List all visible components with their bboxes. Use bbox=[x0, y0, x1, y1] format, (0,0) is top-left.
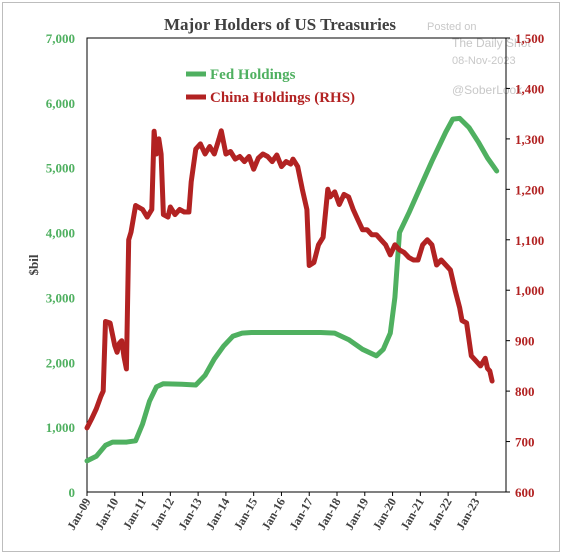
y-left-tick-label: 6,000 bbox=[46, 96, 75, 111]
china-holdings-line bbox=[84, 128, 495, 431]
watermark-date: 08-Nov-2023 bbox=[452, 55, 516, 67]
y-left-tick-label: 4,000 bbox=[46, 226, 75, 241]
x-tick-label: Jan-20 bbox=[370, 496, 399, 533]
y-axis-label: $bil bbox=[26, 254, 41, 275]
x-tick-label: Jan-13 bbox=[175, 496, 204, 533]
x-tick-label: Jan-18 bbox=[314, 496, 343, 533]
plot-area bbox=[86, 37, 507, 493]
y-right-tick-label: 800 bbox=[515, 384, 535, 399]
y-right-tick-label: 700 bbox=[515, 435, 535, 450]
x-tick-label: Jan-10 bbox=[92, 496, 121, 533]
watermark-posted-on: Posted on bbox=[427, 21, 477, 33]
x-tick-label: Jan-19 bbox=[342, 496, 371, 533]
x-tick-label: Jan-12 bbox=[147, 496, 176, 533]
y-right-tick-label: 900 bbox=[515, 334, 535, 349]
y-right-tick-label: 1,100 bbox=[515, 233, 544, 248]
watermark-handle: @SoberLook bbox=[452, 83, 523, 97]
x-tick-label: Jan-17 bbox=[286, 496, 315, 533]
x-tick-label: Jan-11 bbox=[120, 496, 149, 532]
watermark-brand: The Daily Shot bbox=[452, 36, 531, 50]
legend-label-china: China Holdings (RHS) bbox=[210, 90, 355, 106]
x-tick-label: Jan-15 bbox=[231, 496, 260, 533]
x-tick-label: Jan-16 bbox=[259, 496, 288, 533]
y-left-tick-label: 5,000 bbox=[46, 161, 75, 176]
y-left-tick-label: 1,000 bbox=[46, 420, 75, 435]
x-tick-label: Jan-14 bbox=[203, 496, 232, 533]
y-right-tick-label: 1,400 bbox=[515, 81, 544, 96]
y-right-tick-label: 1,000 bbox=[515, 283, 544, 298]
y-right-tick-label: 600 bbox=[515, 485, 535, 500]
y-left-tick-label: 2,000 bbox=[46, 355, 75, 370]
x-tick-label: Jan-23 bbox=[453, 496, 482, 533]
x-tick-label: Jan-09 bbox=[64, 496, 93, 533]
fed-holdings-line bbox=[84, 115, 500, 464]
legend-label-fed: Fed Holdings bbox=[210, 67, 296, 83]
y-left-tick-label: 3,000 bbox=[46, 290, 75, 305]
y-right-tick-label: 1,300 bbox=[515, 132, 544, 147]
y-left-tick-label: 0 bbox=[69, 485, 76, 500]
x-tick-label: Jan-22 bbox=[425, 496, 454, 533]
y-right-tick-label: 1,200 bbox=[515, 182, 544, 197]
chart-title: Major Holders of US Treasuries bbox=[164, 15, 396, 34]
y-left-tick-label: 7,000 bbox=[46, 31, 75, 46]
y-right-tick-label: 1,500 bbox=[515, 31, 544, 46]
x-tick-label: Jan-21 bbox=[397, 496, 426, 533]
chart-frame bbox=[2, 2, 560, 552]
